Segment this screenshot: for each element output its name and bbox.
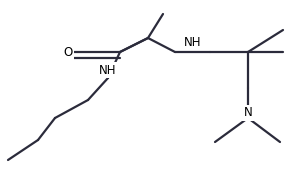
Text: O: O bbox=[63, 46, 73, 58]
Text: NH: NH bbox=[99, 64, 117, 76]
Text: NH: NH bbox=[184, 35, 202, 48]
Text: N: N bbox=[244, 107, 253, 120]
